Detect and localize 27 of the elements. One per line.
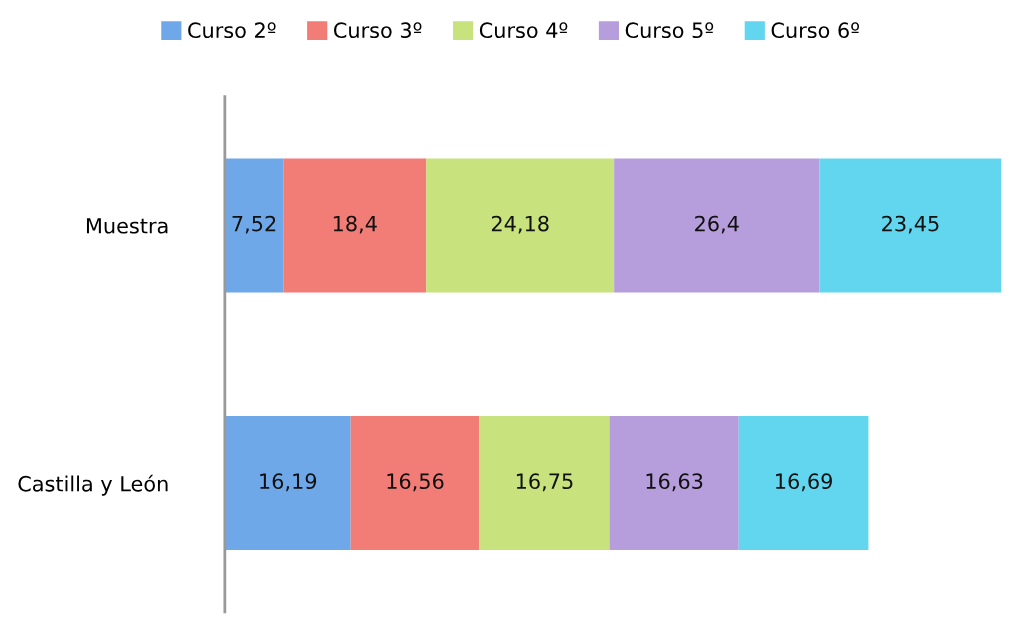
bar — [350, 416, 480, 550]
data-label: 7,52 — [232, 215, 276, 234]
data-label: 18,4 — [333, 215, 377, 234]
data-label: 26,4 — [695, 215, 739, 234]
data-label: 16,69 — [776, 473, 832, 492]
bar — [479, 416, 610, 550]
bar — [614, 158, 820, 293]
data-label: 16,19 — [260, 473, 317, 492]
legend-label: Curso 2º — [188, 22, 276, 39]
bar — [738, 416, 869, 550]
data-label: 16,56 — [387, 473, 444, 492]
y-tick-label: Muestra — [86, 218, 168, 234]
data-label: 24,18 — [491, 215, 549, 234]
bar — [819, 158, 1002, 293]
legend-label: Curso 3º — [334, 22, 422, 39]
legend-label: Curso 6º — [771, 22, 860, 39]
bar — [426, 158, 615, 293]
y-tick-label: Castilla y León — [18, 474, 168, 496]
bar — [224, 158, 284, 293]
data-label: 16,75 — [516, 473, 573, 492]
data-label: 23,45 — [882, 215, 939, 234]
legend-label: Curso 4º — [479, 22, 568, 39]
data-label: 16,63 — [646, 473, 703, 492]
bar — [609, 416, 739, 550]
bar — [283, 158, 427, 293]
bar — [224, 416, 351, 550]
legend-label: Curso 5º — [625, 22, 714, 39]
